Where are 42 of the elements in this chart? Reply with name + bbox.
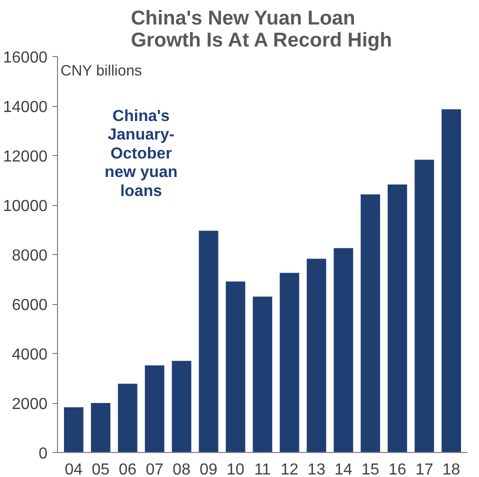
x-tick-label: 14 [334,462,352,477]
y-tick-label: 10000 [3,198,48,215]
bar [442,109,462,452]
x-tick-label: 17 [415,462,434,477]
bar [252,296,272,452]
y-tick-label: 4000 [12,346,48,364]
x-tick-label: 05 [92,462,110,477]
bar [414,160,434,452]
bar [306,258,326,452]
x-tick-label: 18 [442,462,460,477]
bar [360,194,380,452]
x-tick-label: 15 [361,462,380,477]
bar [280,272,300,452]
x-tick-label: 11 [254,462,271,477]
annotation: China's January- October new yuan loans [104,108,178,200]
y-tick-label: 14000 [3,99,48,116]
bar [388,184,408,452]
bar [64,407,84,452]
bar [90,403,110,452]
x-tick-label: 12 [280,462,298,477]
bar [198,230,218,452]
y-tick-label: 0 [38,446,48,462]
bar [144,365,164,452]
bar [118,384,138,452]
x-tick-label: 08 [172,462,191,477]
x-tick-label: 13 [308,462,326,477]
bar [226,281,246,452]
x-tick-label: 06 [118,462,137,477]
x-tick-label: 10 [226,462,245,477]
y-tick-label: 8000 [12,248,48,264]
x-tick-label: 09 [200,462,218,477]
chart-title: China's New Yuan Loan Growth Is At A Record High [130,8,392,52]
y-tick-label: 16000 [3,50,48,66]
y-tick-label: 12000 [3,148,48,166]
x-tick-label: 04 [64,462,83,477]
x-tick-label: 16 [388,462,406,477]
bar [334,248,354,452]
y-tick-label: 2000 [12,396,48,413]
bar [172,360,192,452]
x-tick-label: 07 [146,462,164,477]
y-tick-label: 6000 [12,297,48,314]
y-axis-title: CNY billions [60,62,142,80]
